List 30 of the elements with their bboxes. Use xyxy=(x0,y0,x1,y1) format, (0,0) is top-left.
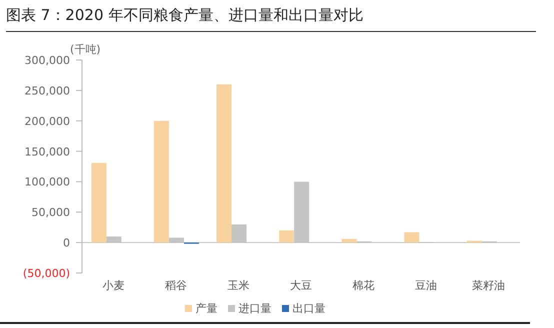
y-tick-label: 200,000 xyxy=(24,114,70,128)
x-tick-label: 豆油 xyxy=(415,278,438,292)
bar xyxy=(154,120,169,243)
y-tick-label: 100,000 xyxy=(24,176,70,189)
y-tick-label: 300,000 xyxy=(24,54,70,67)
bar xyxy=(279,230,294,243)
x-tick-label: 稻谷 xyxy=(164,278,187,292)
x-tick-label: 玉米 xyxy=(227,278,250,292)
x-tick-label: 小麦 xyxy=(102,278,124,292)
y-axis-title: (千吨) xyxy=(70,42,101,57)
legend-label: 进口量 xyxy=(238,302,272,315)
chart-title: 图表 7：2020 年不同粮食产量、进口量和出口量对比 xyxy=(6,6,536,32)
bar xyxy=(168,238,184,243)
legend-label: 产量 xyxy=(196,302,218,315)
y-tick-label: 50,000 xyxy=(32,206,70,220)
bar xyxy=(216,84,232,243)
legend-label: 出口量 xyxy=(292,302,326,315)
bar xyxy=(232,224,247,243)
bar xyxy=(342,238,357,243)
y-tick-label: 250,000 xyxy=(24,84,70,98)
x-tick-label: 棉花 xyxy=(352,278,375,292)
y-tick-label: 150,000 xyxy=(24,145,70,158)
bar xyxy=(106,236,122,243)
bar xyxy=(404,232,420,243)
bar xyxy=(294,182,310,243)
bar xyxy=(91,162,106,243)
y-tick-label: 0 xyxy=(63,236,70,250)
x-tick-label: 菜籽油 xyxy=(472,278,506,292)
x-tick-label: 大豆 xyxy=(290,278,312,292)
y-tick-label: (50,000) xyxy=(22,267,70,280)
